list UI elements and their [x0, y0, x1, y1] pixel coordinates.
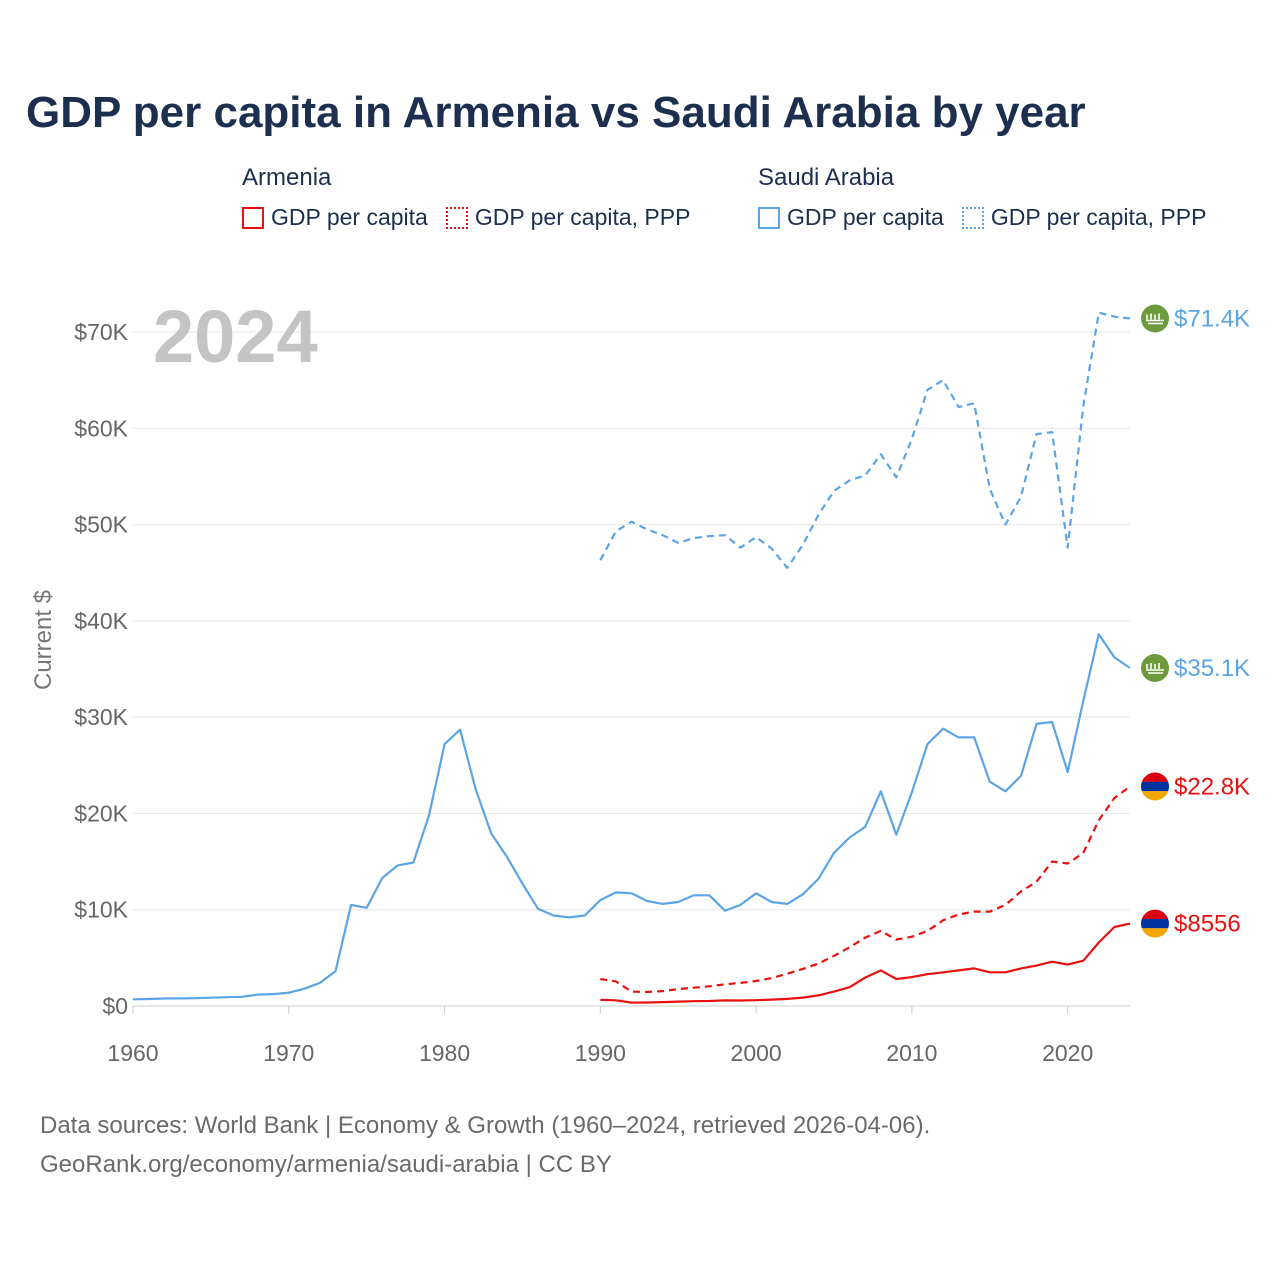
armenia-flag-red: [1141, 909, 1169, 919]
series-end-label: $71.4K: [1174, 306, 1250, 333]
legend-item-armenia-ppp[interactable]: GDP per capita, PPP: [445, 204, 691, 231]
x-tick-label: 2010: [886, 1040, 937, 1066]
y-tick-label: $70K: [74, 319, 128, 345]
x-tick-label: 1980: [419, 1040, 470, 1066]
series-line-armenia-solid: [600, 922, 1131, 1004]
y-tick-label: $30K: [74, 704, 128, 730]
x-tick-label: 2020: [1042, 1040, 1093, 1066]
armenia-flag-red: [1141, 772, 1169, 782]
legend-label-saudi-gdp: GDP per capita: [787, 204, 944, 230]
series-line-armenia-dashed: [600, 785, 1131, 994]
footer-sources: Data sources: World Bank | Economy & Gro…: [40, 1112, 931, 1139]
series-line-saudi-dashed: [599, 311, 1131, 570]
legend-saudi: Saudi Arabia GDP per capita GDP per capi…: [758, 162, 1224, 231]
saudi-flag-emblem: [1146, 663, 1164, 674]
legend-swatch-armenia-gdp: [242, 206, 264, 229]
x-tick-label: 1990: [575, 1040, 626, 1066]
legend-saudi-title: Saudi Arabia: [758, 164, 895, 191]
x-tick-label: 1960: [107, 1040, 158, 1066]
legend-item-saudi-gdp[interactable]: GDP per capita: [758, 204, 944, 231]
armenia-flag-icon: [1141, 909, 1169, 938]
armenia-flag-blue: [1141, 781, 1169, 792]
legend-label-saudi-ppp: GDP per capita, PPP: [990, 204, 1207, 230]
legend-armenia-title: Armenia: [242, 164, 332, 191]
x-tick-label: 2000: [731, 1040, 782, 1066]
y-axis-title: Current $: [30, 590, 57, 690]
saudi-flag-icon: [1141, 654, 1169, 682]
legend-swatch-armenia-ppp: [445, 206, 468, 229]
year-watermark: 2024: [153, 295, 318, 378]
y-tick-label: $10K: [74, 897, 128, 923]
chart-title: GDP per capita in Armenia vs Saudi Arabi…: [26, 88, 1086, 137]
legend-swatch-saudi-gdp: [758, 206, 780, 229]
legend-swatch-saudi-ppp: [961, 206, 984, 229]
armenia-flag-stripes: [1141, 772, 1169, 801]
line-chart: 2024 $0 $10K $20K $30K $40K $50K $60K $70K 1960 1…: [30, 295, 1250, 1066]
y-tick-label: $40K: [74, 608, 128, 634]
saudi-flag-emblem: [1146, 313, 1164, 325]
armenia-flag-orange: [1141, 791, 1169, 801]
y-tick-label: $20K: [74, 800, 128, 826]
armenia-flag-blue: [1141, 918, 1169, 929]
series-line-saudi-solid: [132, 633, 1131, 1001]
armenia-flag-stripes: [1141, 909, 1169, 938]
footer: Data sources: World Bank | Economy & Gro…: [40, 1106, 930, 1184]
legend-armenia: Armenia GDP per capita GDP per capita, P…: [242, 162, 708, 231]
footer-link[interactable]: GeoRank.org/economy/armenia/saudi-arabia…: [40, 1151, 612, 1178]
y-tick-label: $0: [102, 993, 128, 1019]
x-tick-label: 1970: [263, 1040, 314, 1066]
y-tick-label: $60K: [74, 415, 128, 441]
armenia-flag-icon: [1141, 772, 1169, 801]
legend-label-armenia-ppp: GDP per capita, PPP: [474, 204, 691, 230]
legend-item-saudi-ppp[interactable]: GDP per capita, PPP: [961, 204, 1207, 231]
y-tick-label: $50K: [74, 512, 128, 538]
saudi-flag-icon: [1141, 304, 1169, 333]
armenia-flag-orange: [1141, 928, 1169, 938]
series-end-label: $8556: [1174, 911, 1241, 938]
series-end-label: $35.1K: [1174, 655, 1250, 682]
legend-label-armenia-gdp: GDP per capita: [271, 204, 428, 230]
legend-item-armenia-gdp[interactable]: GDP per capita: [242, 204, 428, 231]
series-end-label: $22.8K: [1174, 774, 1250, 801]
